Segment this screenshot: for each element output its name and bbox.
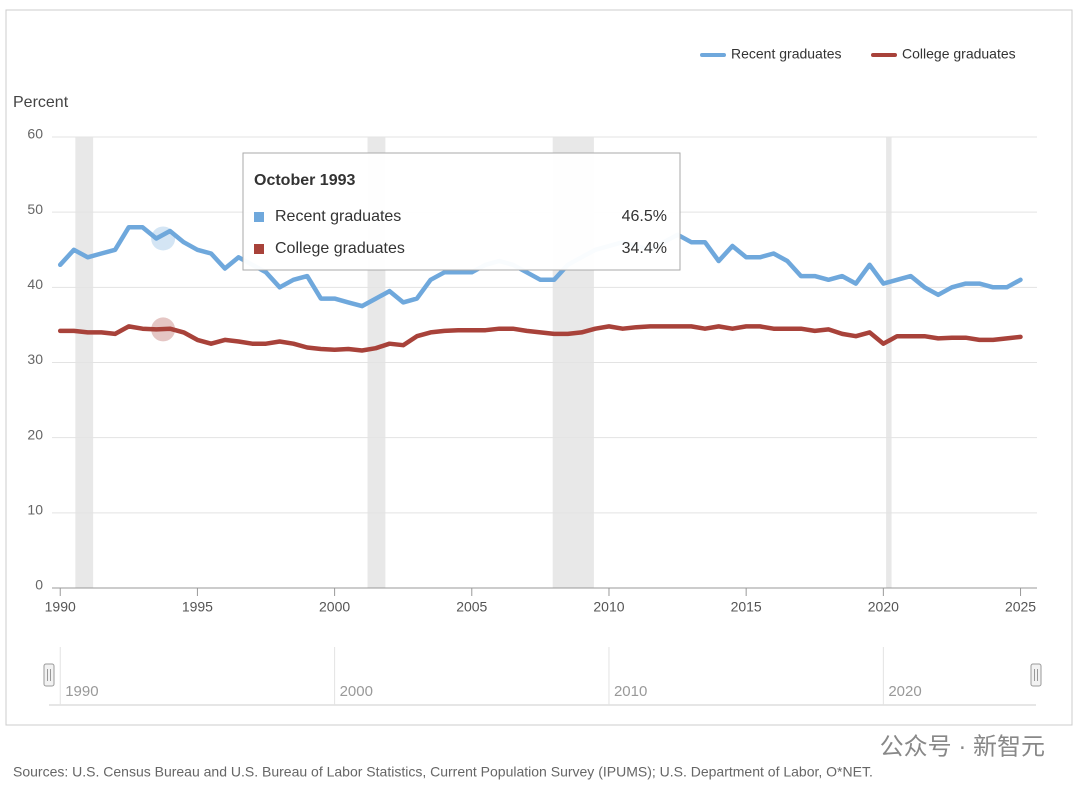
navigator-label: 2000	[340, 683, 373, 700]
navigator-handle	[1030, 663, 1042, 687]
navigator-label: 1990	[65, 683, 98, 700]
tooltip-series-name: College graduates	[275, 240, 405, 257]
y-tick-label: 40	[27, 276, 43, 292]
tooltip-box	[242, 152, 681, 271]
x-tick-label: 2025	[1005, 599, 1036, 615]
series-line	[57, 324, 1023, 353]
frame	[5, 9, 1073, 726]
y-axis-label: Percent	[13, 94, 69, 111]
navigator-label: 2020	[888, 683, 921, 700]
legend-label: Recent graduates	[731, 46, 842, 62]
tooltip-value: 46.5%	[622, 208, 667, 225]
tooltip-title: October 1993	[254, 172, 355, 189]
y-tick-label: 60	[27, 126, 43, 142]
series-line	[57, 224, 1023, 309]
hover-point	[151, 226, 176, 251]
hover-point	[151, 317, 176, 342]
x-tick-label: 2010	[593, 599, 624, 615]
navigator-label: 2010	[614, 683, 647, 700]
x-tick-label: 1995	[182, 599, 213, 615]
source: Sources: U.S. Census Bureau and U.S. Bur…	[13, 764, 873, 780]
y-tick-label: 50	[27, 201, 43, 217]
tooltip-series-name: Recent graduates	[275, 208, 401, 225]
x-tick-label: 2020	[868, 599, 899, 615]
y-tick-label: 0	[35, 577, 43, 593]
x-tick-label: 2000	[319, 599, 350, 615]
watermark: 公众号 · 新智元	[880, 733, 1045, 760]
legend-label: College graduates	[902, 46, 1016, 62]
tooltip-value: 34.4%	[622, 240, 667, 257]
tooltip-swatch	[254, 212, 264, 222]
y-tick-label: 20	[27, 426, 43, 442]
x-tick-label: 1990	[45, 599, 76, 615]
tooltip-swatch	[254, 244, 264, 254]
y-tick-label: 10	[27, 502, 43, 518]
x-tick-label: 2015	[731, 599, 762, 615]
x-tick-label: 2005	[456, 599, 487, 615]
y-tick-label: 30	[27, 351, 43, 367]
navigator-handle	[43, 663, 55, 687]
